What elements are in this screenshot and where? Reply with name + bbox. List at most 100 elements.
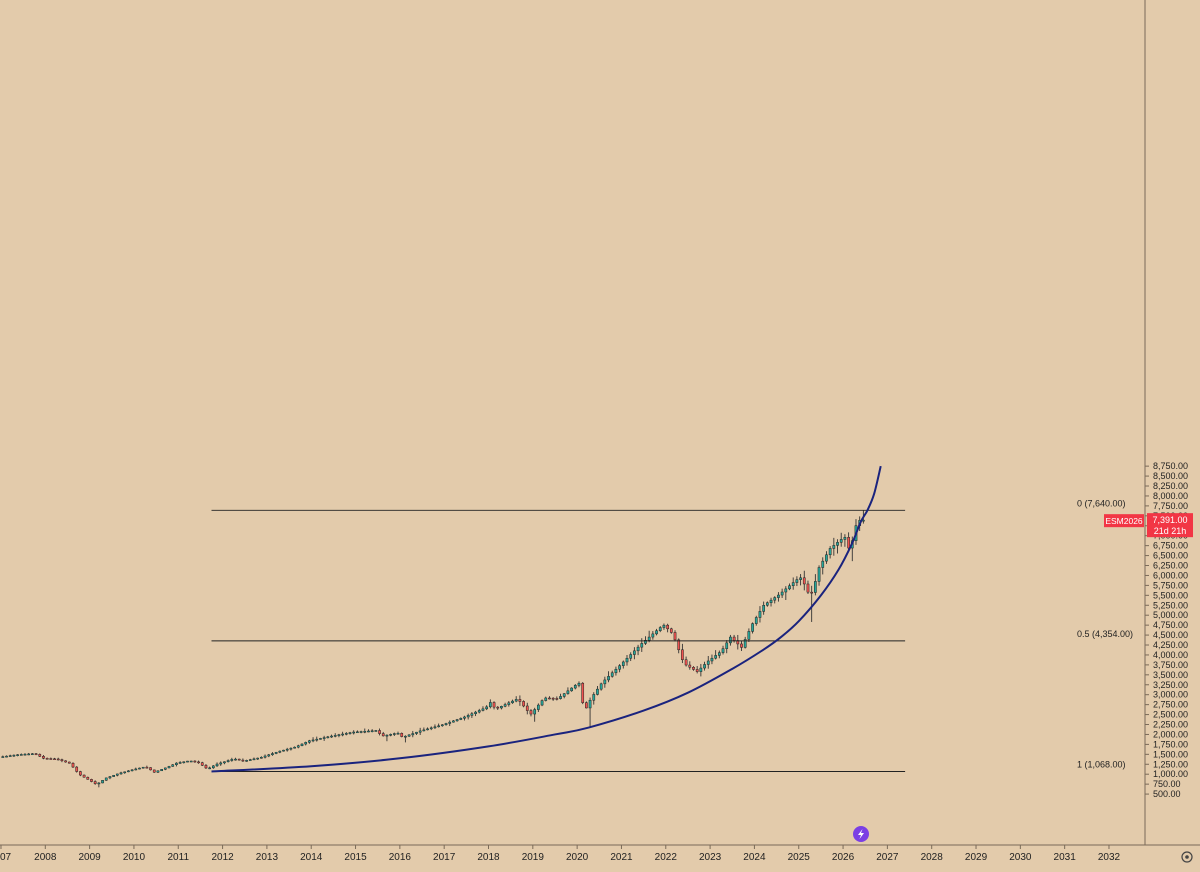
candle bbox=[821, 557, 825, 575]
candle-body bbox=[370, 730, 374, 732]
candle bbox=[263, 754, 267, 759]
candle-body bbox=[400, 733, 404, 737]
gear-icon[interactable] bbox=[1181, 851, 1193, 863]
candle bbox=[610, 670, 614, 678]
candle-body bbox=[75, 766, 79, 772]
candle bbox=[322, 735, 326, 741]
fib-level-label: 0 (7,640.00) bbox=[1077, 498, 1126, 508]
candle bbox=[363, 728, 367, 734]
candle bbox=[49, 757, 53, 760]
candle bbox=[607, 671, 610, 683]
candle bbox=[330, 734, 333, 738]
time-tick-label: 2026 bbox=[832, 852, 855, 863]
candle bbox=[208, 766, 212, 770]
candle bbox=[507, 701, 511, 707]
candle bbox=[452, 720, 455, 723]
fib-layer[interactable]: 0 (7,640.00) 0.5 (4,354.00) 1 (1,068.00) bbox=[211, 498, 1134, 772]
price-tick-label: 7,750.00 bbox=[1153, 501, 1188, 511]
price-tick-label: 1,750.00 bbox=[1153, 739, 1188, 749]
candle bbox=[832, 537, 836, 556]
candle-body bbox=[38, 754, 42, 757]
candle bbox=[326, 735, 330, 739]
candle bbox=[256, 757, 260, 760]
time-tick-label: 2025 bbox=[788, 852, 811, 863]
candle bbox=[721, 645, 725, 655]
candle-body bbox=[802, 577, 806, 585]
candle-body bbox=[12, 754, 16, 757]
candle bbox=[740, 640, 743, 651]
candle-body bbox=[278, 750, 282, 753]
time-tick-label: 2031 bbox=[1054, 852, 1077, 863]
candle-body bbox=[710, 657, 714, 662]
growth-curve[interactable] bbox=[211, 465, 882, 773]
candle-body bbox=[522, 701, 525, 707]
candle-body bbox=[751, 623, 754, 632]
candle bbox=[237, 758, 241, 761]
candle-body bbox=[8, 755, 12, 757]
candle-body bbox=[474, 711, 477, 714]
candle bbox=[551, 697, 555, 701]
candle-body bbox=[333, 735, 337, 737]
candle-body bbox=[34, 753, 38, 755]
candle bbox=[743, 636, 747, 649]
candle-body bbox=[525, 705, 529, 711]
candle bbox=[200, 761, 204, 767]
candle bbox=[448, 720, 452, 727]
candle-body bbox=[263, 755, 267, 758]
price-tick-label: 4,750.00 bbox=[1153, 620, 1188, 630]
candle bbox=[27, 752, 31, 756]
candle-body bbox=[374, 730, 378, 732]
candle-body bbox=[186, 760, 189, 763]
candle-body bbox=[282, 749, 285, 752]
candle-body bbox=[90, 779, 93, 782]
candle-body bbox=[566, 690, 570, 694]
candle-body bbox=[806, 583, 810, 593]
time-axis[interactable]: 07 2008 2009 2010 2011 2012 2013 2014 2015 2016 20… bbox=[0, 844, 1200, 863]
candle bbox=[267, 753, 271, 758]
time-tick-label: 2022 bbox=[655, 852, 678, 863]
price-axis[interactable]: 500.00750.001,000.001,250.001,500.001,75… bbox=[1144, 0, 1188, 845]
candle-body bbox=[585, 702, 588, 709]
candle bbox=[688, 661, 692, 670]
candle bbox=[101, 780, 104, 784]
candle-body bbox=[71, 762, 75, 768]
candle-body bbox=[193, 760, 197, 763]
candle bbox=[381, 731, 385, 737]
candle bbox=[666, 623, 669, 633]
candle bbox=[252, 757, 256, 761]
candle-body bbox=[389, 734, 392, 736]
candle-body bbox=[836, 542, 839, 546]
candle bbox=[522, 700, 525, 708]
curve-layer[interactable] bbox=[211, 465, 882, 773]
candle bbox=[762, 601, 766, 615]
icons-layer[interactable] bbox=[853, 826, 1193, 863]
candle bbox=[573, 684, 577, 690]
candle-body bbox=[633, 650, 636, 655]
candle bbox=[596, 685, 599, 696]
candle bbox=[108, 776, 112, 780]
candle-body bbox=[341, 733, 344, 736]
candle-body bbox=[581, 682, 585, 703]
candle-body bbox=[699, 667, 703, 672]
candle-body bbox=[211, 765, 215, 769]
candle-body bbox=[42, 756, 45, 759]
time-tick-label: 2023 bbox=[699, 852, 722, 863]
candle bbox=[1, 755, 5, 758]
candle bbox=[337, 733, 341, 738]
time-tick-label: 2017 bbox=[433, 852, 456, 863]
price-tick-label: 4,250.00 bbox=[1153, 640, 1188, 650]
candle bbox=[53, 757, 56, 760]
candle bbox=[215, 762, 219, 768]
candle-body bbox=[459, 718, 463, 720]
lightning-icon[interactable] bbox=[853, 826, 869, 842]
candle bbox=[747, 628, 751, 642]
candle-body bbox=[115, 773, 119, 776]
candle bbox=[392, 732, 396, 736]
candle-body bbox=[230, 759, 234, 761]
price-tick-label: 3,000.00 bbox=[1153, 690, 1188, 700]
candle bbox=[149, 767, 152, 771]
candle bbox=[681, 643, 684, 664]
candle-body bbox=[385, 734, 389, 737]
